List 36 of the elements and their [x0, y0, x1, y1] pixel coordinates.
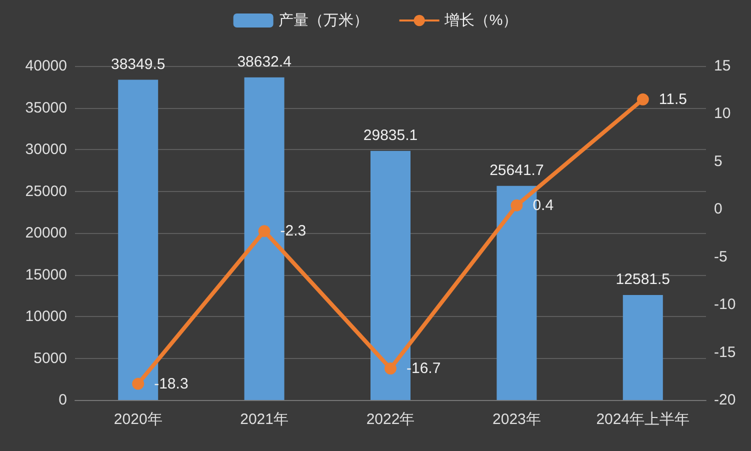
data-label: 25641.7 [490, 162, 544, 179]
y-tick-label: 15000 [25, 266, 67, 284]
y-tick-label: 20000 [25, 224, 67, 242]
y2-tick-label: -5 [714, 248, 728, 266]
y2-tick-label: -20 [714, 392, 736, 408]
legend-label: 增长（%） [443, 12, 518, 29]
data-label: 38349.5 [110, 56, 166, 73]
point [384, 362, 396, 375]
y-tick-label: 0 [58, 392, 67, 408]
y-tick-label: 40000 [25, 58, 67, 74]
y-tick-label: 25000 [25, 182, 67, 200]
x-tick-label: 2024年上半年 [596, 411, 690, 428]
y2-tick-label: 10 [714, 105, 731, 122]
y2-tick-label: -10 [714, 296, 736, 314]
legend-label: 产量（万米） [278, 12, 368, 29]
point [510, 199, 523, 212]
x-tick-label: 2021年 [240, 411, 288, 428]
data-label: 12581.5 [616, 270, 670, 288]
data-label: 11.5 [658, 90, 687, 108]
y2-tick-label: -15 [714, 344, 736, 361]
bar [622, 294, 663, 400]
x-tick-label: 2022年 [366, 411, 415, 428]
point [636, 93, 649, 106]
point [258, 225, 270, 238]
y-tick-label: 35000 [25, 99, 67, 116]
y2-tick-label: 0 [714, 200, 722, 218]
y2-tick-label: 5 [714, 152, 722, 170]
point [132, 378, 144, 390]
y2-tick-label: 15 [714, 58, 731, 74]
x-tick-label: 2023年 [492, 411, 541, 428]
y-tick-label: 5000 [34, 350, 67, 367]
y-tick-label: 10000 [25, 308, 67, 325]
data-label: 38632.4 [237, 53, 292, 70]
x-tick-label: 2020年 [114, 411, 162, 428]
data-label: 29835.1 [363, 126, 418, 144]
y-tick-label: 30000 [25, 141, 67, 158]
